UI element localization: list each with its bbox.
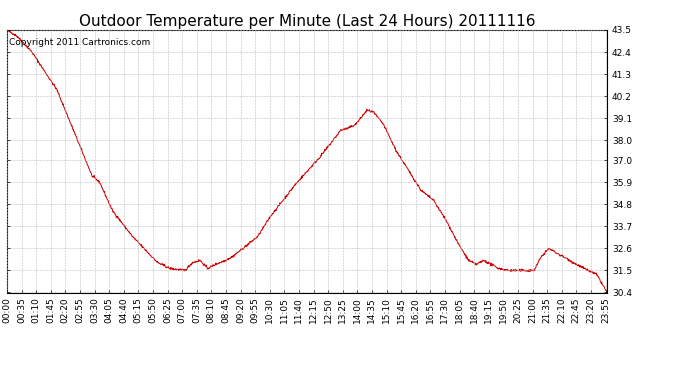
Text: Copyright 2011 Cartronics.com: Copyright 2011 Cartronics.com (9, 38, 150, 47)
Title: Outdoor Temperature per Minute (Last 24 Hours) 20111116: Outdoor Temperature per Minute (Last 24 … (79, 14, 535, 29)
